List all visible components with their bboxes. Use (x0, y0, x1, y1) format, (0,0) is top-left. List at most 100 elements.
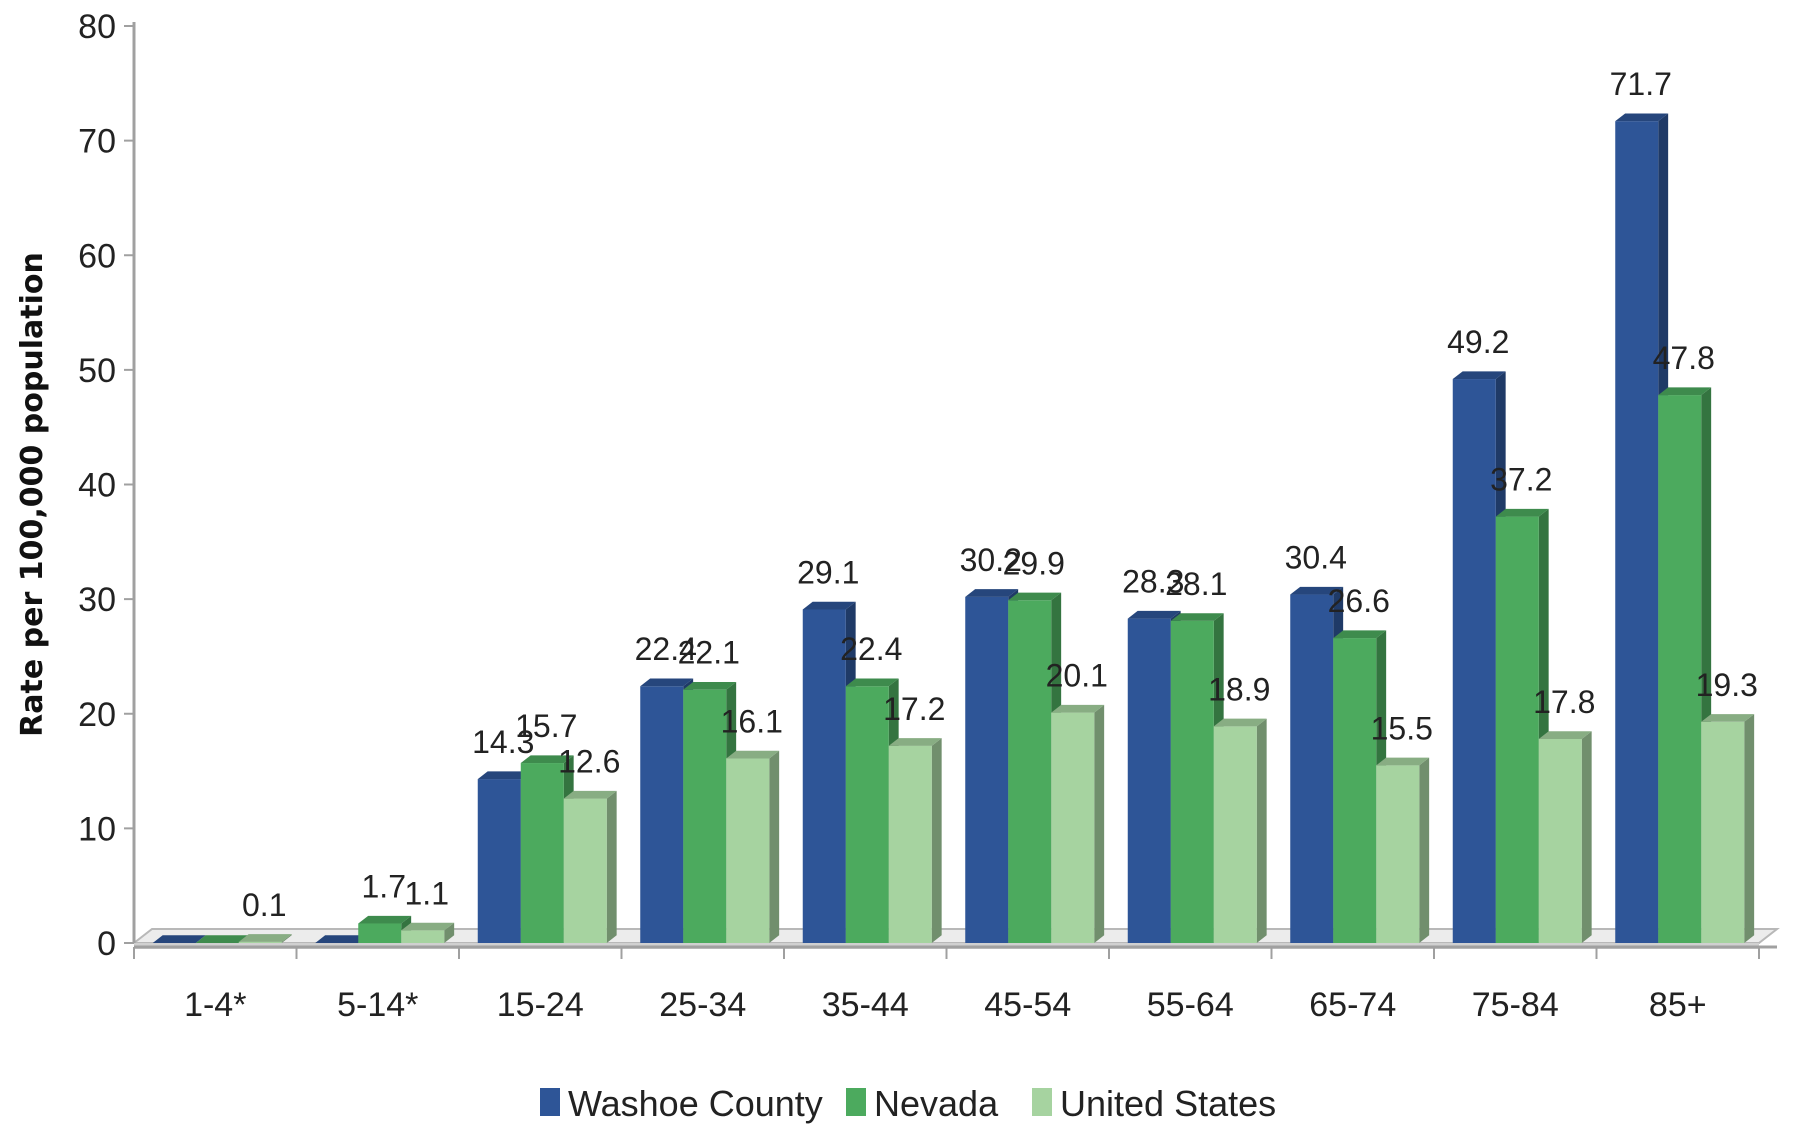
data-label: 17.2 (883, 691, 945, 727)
legend-label: Washoe County (568, 1083, 823, 1124)
data-label: 1.7 (362, 869, 406, 905)
bar-top (1127, 610, 1181, 619)
data-label: 30.2 (960, 542, 1022, 578)
bar (152, 935, 206, 944)
bar-side (606, 790, 617, 943)
bar-side (1094, 704, 1105, 943)
x-tick-label: 85+ (1649, 986, 1707, 1024)
data-label: 22.4 (840, 631, 902, 667)
bar-side (769, 750, 780, 943)
data-label: 18.9 (1208, 671, 1270, 707)
bar-top (888, 738, 942, 746)
x-tick-label: 45-54 (984, 986, 1071, 1024)
legend-item: Nevada (846, 1083, 999, 1124)
y-tick-label: 50 (78, 352, 116, 390)
bar-front (726, 758, 770, 943)
bar (1008, 592, 1062, 943)
axes: 0 10 20 30 40 50 60 70 80 Rate per 100,000 popula… (15, 8, 1777, 1024)
bar-top (520, 755, 574, 764)
data-label: 12.6 (558, 744, 620, 780)
legend-item: Washoe County (540, 1083, 823, 1124)
data-label: 16.1 (721, 703, 783, 739)
data-labels: 0.11.71.114.315.712.622.422.116.129.122.… (242, 66, 1758, 923)
bar-front (845, 686, 889, 943)
bar-top (1376, 757, 1430, 766)
data-label: 22.1 (678, 635, 740, 671)
x-tick-label: 1-4* (184, 986, 246, 1024)
bar (1376, 757, 1430, 943)
y-tick-label: 70 (78, 123, 116, 161)
bar-top (1213, 718, 1267, 727)
bar-front (238, 941, 282, 943)
bar-top (802, 601, 856, 610)
legend-item: United States (1032, 1083, 1276, 1124)
bar-front (358, 923, 402, 943)
y-tick-label: 60 (78, 237, 116, 275)
x-tick-label: 65-74 (1309, 986, 1396, 1024)
legend: Washoe County Nevada United States (540, 1083, 1276, 1124)
bar (888, 738, 942, 943)
legend-swatch (846, 1088, 866, 1116)
bar-side (1419, 757, 1430, 943)
bar (726, 750, 780, 943)
data-label: 37.2 (1490, 462, 1552, 498)
x-tick-label: 35-44 (822, 986, 909, 1024)
data-label: 20.1 (1046, 658, 1108, 694)
data-label: 15.7 (515, 708, 577, 744)
legend-label: United States (1060, 1083, 1276, 1124)
bar-front (563, 798, 607, 943)
bar-side (281, 934, 292, 943)
bar-front (1538, 738, 1582, 943)
x-tick-label: 5-14* (337, 986, 418, 1024)
bar-front (1701, 721, 1745, 943)
bar-front (888, 745, 932, 943)
bar (315, 935, 369, 944)
data-label: 1.1 (405, 875, 449, 911)
x-tick-label: 75-84 (1472, 986, 1559, 1024)
y-tick-label: 0 (97, 925, 116, 963)
bar-front (1333, 638, 1377, 943)
bar-top (1051, 704, 1105, 713)
bar-front (683, 689, 727, 943)
bar-top (1495, 508, 1549, 517)
x-tick-label: 25-34 (659, 986, 746, 1024)
bar-top (640, 678, 694, 687)
data-label: 0.1 (242, 887, 286, 923)
data-label: 22.4 (635, 631, 697, 667)
bar (401, 922, 455, 943)
bar-front (1495, 516, 1539, 943)
y-tick-label: 20 (78, 696, 116, 734)
bars (152, 113, 1755, 944)
data-label: 29.1 (797, 554, 859, 590)
bar (195, 935, 249, 944)
legend-swatch (1032, 1088, 1052, 1116)
bar-front (1051, 712, 1095, 943)
bar-top (1290, 586, 1344, 595)
bar-top (1658, 387, 1712, 396)
x-tick-label: 15-24 (497, 986, 584, 1024)
bar-top (152, 935, 206, 943)
bar-side (1581, 731, 1592, 943)
legend-label: Nevada (874, 1083, 999, 1124)
bar (1701, 714, 1755, 943)
bar-top (845, 678, 899, 687)
bar-front (1290, 594, 1334, 943)
bar-top (238, 934, 292, 942)
data-label: 28.3 (1122, 564, 1184, 600)
bar (845, 678, 899, 943)
bar (563, 790, 617, 943)
data-label: 15.5 (1371, 710, 1433, 746)
bar-top (1333, 630, 1387, 639)
data-label: 71.7 (1610, 66, 1672, 102)
bar-front (1615, 121, 1659, 944)
bar-front (965, 596, 1009, 943)
bar-front (520, 763, 564, 943)
bar-top (1452, 371, 1506, 380)
bar-front (477, 779, 521, 943)
bar-front (640, 686, 684, 943)
bar-top (726, 750, 780, 759)
bar-top (563, 790, 617, 799)
bar (1051, 704, 1105, 943)
